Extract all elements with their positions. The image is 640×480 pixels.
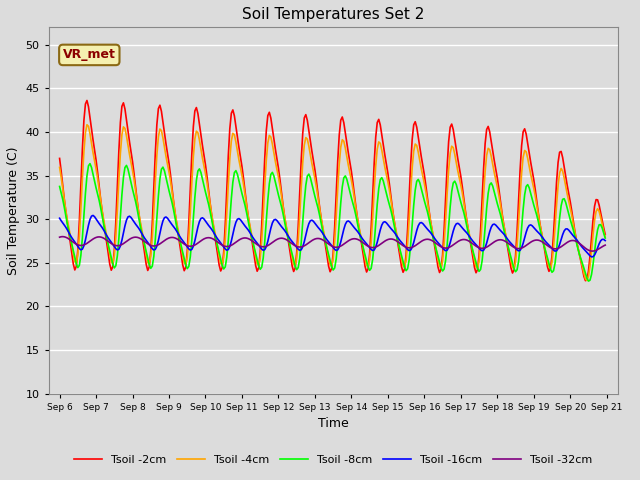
Tsoil -4cm [124,143,132,148]
Tsoil -8cm [296,255,303,261]
Line: Tsoil -32cm: Tsoil -32cm [60,237,605,251]
Line: Tsoil -16cm: Tsoil -16cm [60,216,605,257]
Tsoil -4cm [247,228,255,234]
Tsoil -4cm [56,165,63,170]
Y-axis label: Soil Temperature (C): Soil Temperature (C) [7,146,20,275]
Tsoil -2cm [582,278,589,284]
Tsoil -2cm [56,156,63,161]
Tsoil -16cm [588,254,595,260]
Tsoil -16cm [238,219,246,225]
Tsoil -8cm [124,166,132,172]
Tsoil -16cm [124,214,132,220]
Tsoil -4cm [573,238,580,243]
Tsoil -4cm [583,277,591,283]
Tsoil -2cm [573,237,580,242]
Tsoil -8cm [584,278,592,284]
Line: Tsoil -4cm: Tsoil -4cm [60,125,605,280]
Tsoil -16cm [247,232,255,238]
Tsoil -8cm [86,161,94,167]
Tsoil -16cm [220,244,228,250]
Tsoil -8cm [220,266,228,272]
Tsoil -16cm [573,236,580,242]
Tsoil -8cm [602,235,609,241]
Line: Tsoil -8cm: Tsoil -8cm [60,164,605,281]
Tsoil -16cm [89,213,97,218]
Tsoil -32cm [220,243,228,249]
Tsoil -32cm [56,234,63,240]
Text: VR_met: VR_met [63,48,116,61]
Tsoil -32cm [238,236,246,241]
Line: Tsoil -2cm: Tsoil -2cm [60,100,605,281]
Tsoil -2cm [602,231,609,237]
Legend: Tsoil -2cm, Tsoil -4cm, Tsoil -8cm, Tsoil -16cm, Tsoil -32cm: Tsoil -2cm, Tsoil -4cm, Tsoil -8cm, Tsoi… [70,450,596,469]
Tsoil -4cm [602,234,609,240]
Tsoil -32cm [602,242,609,248]
Tsoil -8cm [247,232,255,238]
Tsoil -16cm [56,216,63,221]
X-axis label: Time: Time [318,417,349,430]
Tsoil -2cm [124,129,132,134]
Title: Soil Temperatures Set 2: Soil Temperatures Set 2 [242,7,424,22]
Tsoil -4cm [238,173,246,179]
Tsoil -32cm [296,244,303,250]
Tsoil -32cm [59,234,67,240]
Tsoil -8cm [238,191,246,196]
Tsoil -2cm [83,97,91,103]
Tsoil -2cm [296,190,303,196]
Tsoil -8cm [56,183,63,189]
Tsoil -4cm [296,213,303,218]
Tsoil -2cm [238,164,246,169]
Tsoil -32cm [589,248,597,254]
Tsoil -4cm [83,122,91,128]
Tsoil -16cm [296,248,303,253]
Tsoil -32cm [247,237,255,243]
Tsoil -32cm [573,239,580,244]
Tsoil -4cm [220,254,228,260]
Tsoil -32cm [124,238,132,243]
Tsoil -8cm [573,239,580,245]
Tsoil -16cm [602,238,609,243]
Tsoil -2cm [220,249,228,255]
Tsoil -2cm [247,231,255,237]
